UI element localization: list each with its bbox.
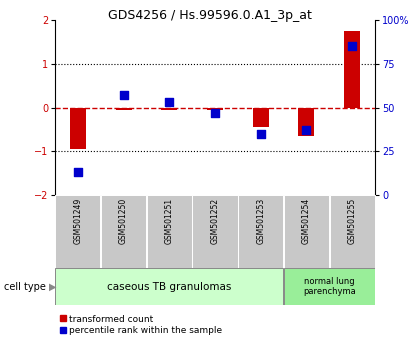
Point (257, 131, 264, 137)
Point (303, 127, 310, 133)
Point (166, 99, 173, 105)
Bar (55, 195, 100, 268)
Bar (284, 195, 329, 268)
Text: GSM501255: GSM501255 (348, 198, 357, 244)
Bar (207, 108, 223, 110)
Text: GSM501254: GSM501254 (302, 198, 311, 244)
Bar (161, 108, 177, 110)
Bar (101, 195, 146, 268)
Bar (284, 268, 375, 305)
Text: GSM501249: GSM501249 (74, 198, 82, 244)
Text: GSM501250: GSM501250 (119, 198, 128, 244)
Text: normal lung
parenchyma: normal lung parenchyma (303, 277, 356, 296)
Bar (344, 31, 360, 108)
Point (349, 44, 355, 49)
Bar (299, 108, 315, 136)
Bar (147, 195, 192, 268)
Text: GSM501251: GSM501251 (165, 198, 174, 244)
Text: GSM501253: GSM501253 (256, 198, 265, 244)
Point (74, 170, 81, 175)
Bar (70, 108, 86, 149)
Legend: transformed count, percentile rank within the sample: transformed count, percentile rank withi… (60, 314, 223, 335)
Text: GSM501252: GSM501252 (210, 198, 220, 244)
Bar (330, 195, 375, 268)
Text: cell type: cell type (4, 281, 46, 291)
Bar (116, 108, 131, 110)
Text: caseous TB granulomas: caseous TB granulomas (107, 281, 231, 291)
Bar (253, 108, 269, 127)
Text: ▶: ▶ (49, 281, 56, 291)
Bar (192, 195, 238, 268)
Bar (55, 268, 284, 305)
Text: GDS4256 / Hs.99596.0.A1_3p_at: GDS4256 / Hs.99596.0.A1_3p_at (108, 9, 312, 22)
Point (212, 110, 218, 116)
Point (120, 92, 127, 98)
Bar (238, 195, 284, 268)
